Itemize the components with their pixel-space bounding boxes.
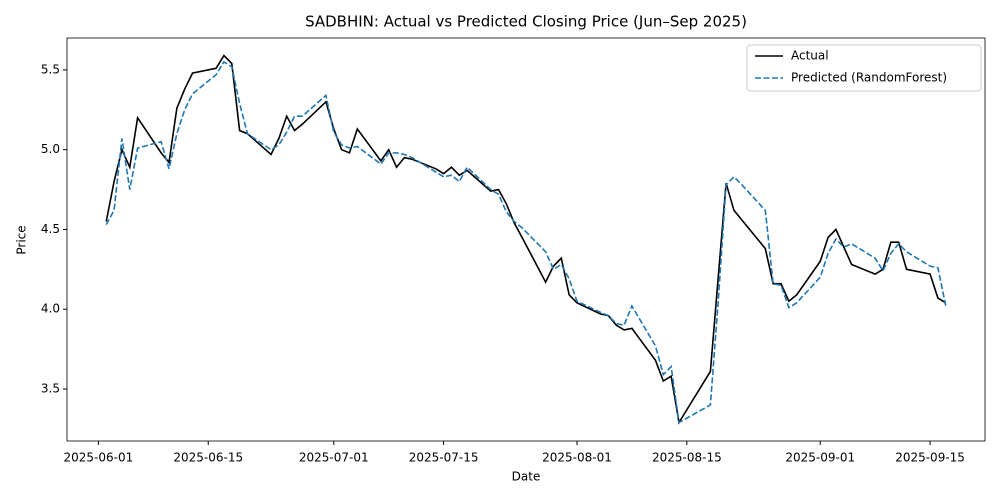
legend-box (746, 44, 982, 92)
line-series (105, 60, 947, 424)
line-series (105, 54, 947, 425)
y-tick-label: 4.0 (41, 302, 60, 316)
x-tick-label: 2025-09-15 (895, 451, 965, 465)
x-tick-label: 2025-07-01 (299, 451, 369, 465)
y-tick-label: 4.5 (41, 222, 60, 236)
x-tick-label: 2025-08-01 (542, 451, 612, 465)
x-tick-label: 2025-08-15 (652, 451, 722, 465)
x-tick-label: 2025-06-15 (173, 451, 243, 465)
y-tick-label: 3.5 (41, 381, 60, 395)
legend-label: Predicted (RandomForest) (791, 71, 947, 85)
y-tick-label: 5.5 (41, 62, 60, 76)
legend: Actual Predicted (RandomForest) (746, 44, 982, 92)
y-axis-label: Price (15, 225, 29, 254)
x-tick-label: 2025-07-15 (409, 451, 479, 465)
x-tick-label: 2025-06-01 (64, 451, 134, 465)
legend-label: Actual (791, 49, 829, 63)
y-tick-label: 5.0 (41, 142, 60, 156)
plot-frame (66, 37, 986, 442)
x-axis-label: Date (512, 470, 541, 484)
x-tick-label: 2025-09-01 (785, 451, 855, 465)
chart-title: SADBHIN: Actual vs Predicted Closing Pri… (305, 13, 747, 31)
